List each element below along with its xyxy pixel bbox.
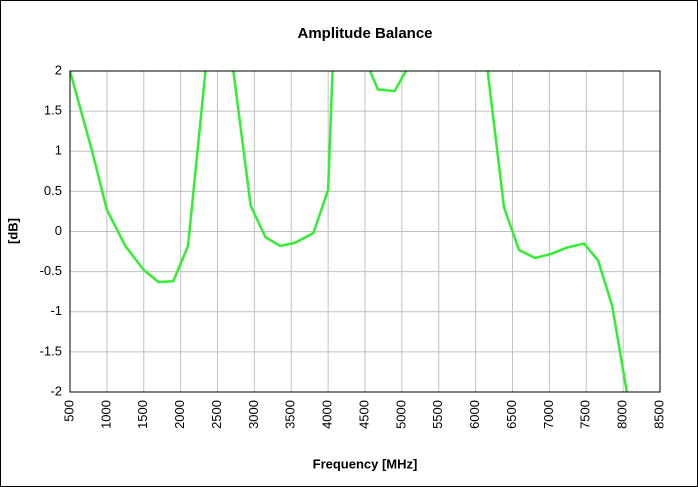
data-line [70, 71, 629, 392]
x-tick-label: 1500 [135, 400, 150, 429]
y-tick-label: -2 [50, 383, 62, 398]
x-tick-label: 4500 [356, 400, 371, 429]
x-tick-label: 8000 [615, 400, 630, 429]
plot-border [69, 70, 661, 393]
x-tick-label: 3000 [246, 400, 261, 429]
x-axis-label: Frequency [MHz] [313, 456, 418, 471]
x-tick-label: 1000 [98, 400, 113, 429]
y-tick-label: -1.5 [40, 343, 62, 358]
y-tick-label: 0.5 [44, 183, 62, 198]
y-tick-label: -1 [50, 303, 62, 318]
x-tick-label: 4000 [320, 400, 335, 429]
x-tick-label: 500 [61, 400, 76, 422]
chart-title: Amplitude Balance [297, 25, 432, 42]
x-tick-label: 7500 [578, 400, 593, 429]
x-tick-label: 2500 [209, 400, 224, 429]
y-tick-label: 1 [55, 143, 62, 158]
y-tick-label: -0.5 [40, 263, 62, 278]
x-tick-label: 6500 [504, 400, 519, 429]
x-tick-label: 5500 [430, 400, 445, 429]
x-tick-label: 6000 [467, 400, 482, 429]
y-tick-label: 1.5 [44, 103, 62, 118]
x-tick-label: 2000 [172, 400, 187, 429]
y-tick-label: 0 [55, 223, 62, 238]
x-tick-label: 7000 [541, 400, 556, 429]
y-axis-label: [dB] [5, 218, 20, 244]
x-tick-label: 3500 [283, 400, 298, 429]
x-tick-label: 8500 [651, 400, 666, 429]
y-tick-label: 2 [55, 62, 62, 77]
x-tick-label: 5000 [393, 400, 408, 429]
